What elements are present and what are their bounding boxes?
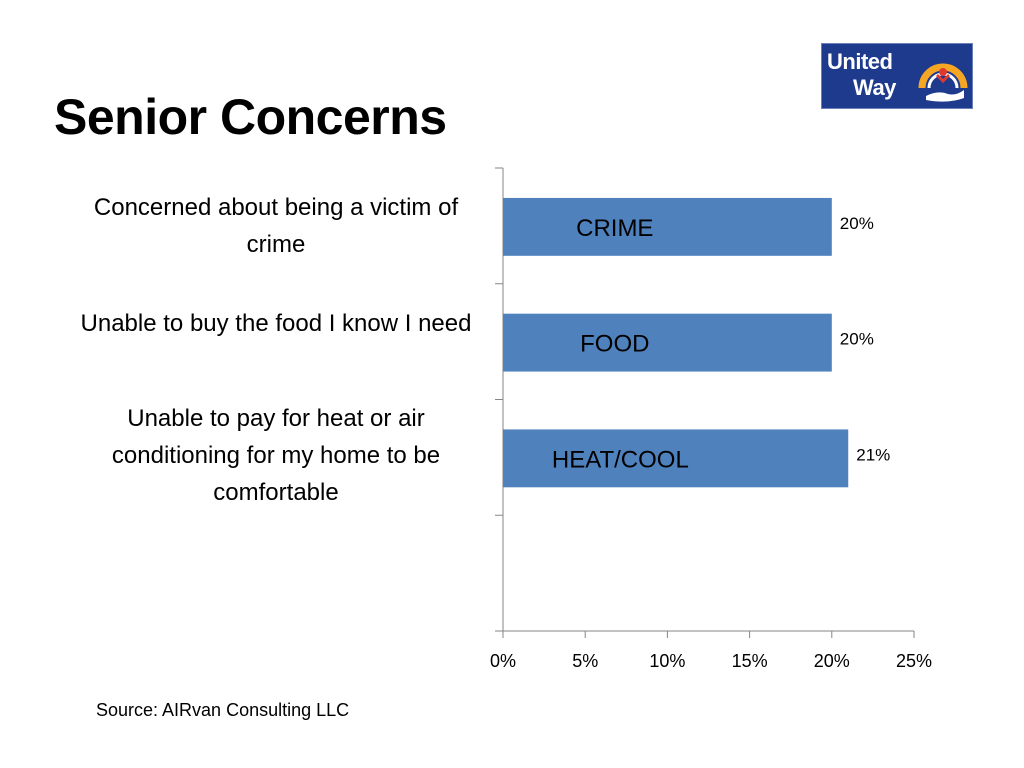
data-label: 21%	[856, 445, 890, 464]
logo-line-2: Way	[853, 75, 896, 100]
category-label-food: Unable to buy the food I know I need	[80, 310, 472, 337]
logo-wordmark: United Way	[827, 49, 896, 101]
x-tick-label: 25%	[896, 651, 932, 671]
x-tick-label: 20%	[814, 651, 850, 671]
bar	[503, 313, 832, 372]
x-tick-label: 10%	[649, 651, 685, 671]
data-label: 20%	[840, 330, 874, 349]
bar-label: CRIME	[576, 215, 653, 242]
category-label-crime: Concerned about being a victim of crime	[93, 194, 459, 258]
x-tick-label: 0%	[490, 651, 516, 671]
united-way-hand-icon	[918, 63, 968, 102]
bar	[503, 429, 849, 488]
bar-label: FOOD	[580, 331, 649, 358]
category-label-heat-cool: Unable to pay for heat or air conditioni…	[111, 405, 441, 506]
data-label: 20%	[840, 214, 874, 233]
united-way-logo: United Way	[821, 43, 973, 109]
bar	[503, 197, 832, 256]
bar-label: HEAT/COOL	[552, 446, 689, 473]
source-note: Source: AIRvan Consulting LLC	[96, 700, 350, 720]
slide-title: Senior Concerns	[54, 89, 447, 145]
x-tick-label: 5%	[572, 651, 598, 671]
logo-line-1: United	[827, 49, 893, 74]
x-tick-label: 15%	[732, 651, 768, 671]
